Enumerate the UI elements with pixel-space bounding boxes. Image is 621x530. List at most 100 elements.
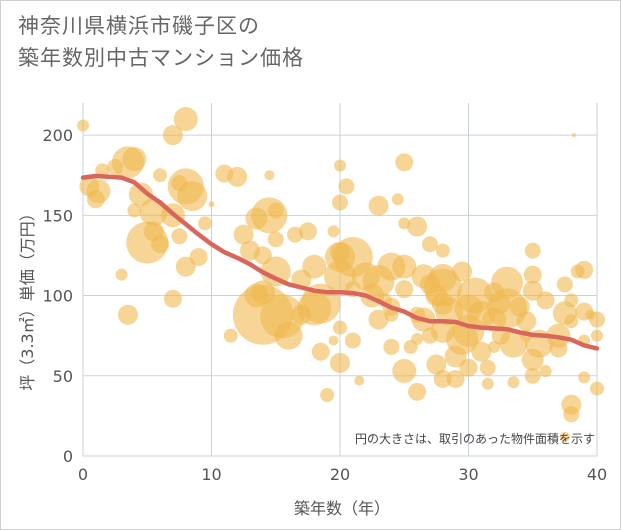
- bubble-point: [564, 293, 579, 308]
- bubble-point: [267, 231, 284, 248]
- bubble-point: [384, 307, 399, 322]
- bubble-point: [189, 248, 208, 267]
- bubble-point: [223, 328, 238, 343]
- bubble-point: [332, 194, 348, 211]
- bubble-point: [233, 224, 254, 245]
- bubble-point: [151, 235, 170, 254]
- bubble-point: [173, 107, 198, 132]
- bubble-point: [452, 261, 473, 282]
- bubble-point: [479, 359, 496, 376]
- bubble-point: [407, 216, 428, 237]
- x-tick-label: 10: [201, 465, 221, 484]
- bubble-point: [392, 358, 417, 383]
- x-tick-label: 20: [330, 465, 350, 484]
- bubble-point: [392, 254, 417, 279]
- bubble-point: [354, 375, 365, 386]
- bubble-point: [523, 265, 542, 284]
- bubble-point: [162, 125, 183, 146]
- bubble-point: [368, 309, 389, 330]
- chart-title: 神奈川県横浜市磯子区の 築年数別中古マンション価格: [18, 10, 578, 74]
- bubble-point: [516, 311, 537, 332]
- bubble-point: [95, 163, 110, 178]
- x-tick-label: 0: [78, 465, 88, 484]
- bubble-point: [330, 352, 350, 373]
- bubble-point: [328, 335, 339, 346]
- y-tick-label: 150: [42, 206, 73, 225]
- y-axis-label: 坪（3.3㎡）単価（万円）: [18, 205, 37, 390]
- bubble-point: [507, 376, 520, 389]
- bubble-point: [334, 159, 346, 172]
- bubble-point: [578, 371, 591, 384]
- bubble-point: [589, 311, 605, 328]
- bubble-point: [311, 342, 330, 361]
- bubble-point: [571, 133, 576, 138]
- bubble-point: [260, 256, 291, 287]
- bubble-point: [333, 320, 347, 335]
- y-tick-label: 0: [63, 447, 73, 466]
- bubble-point: [563, 406, 580, 423]
- bubble-point: [471, 341, 492, 362]
- bubble-point: [556, 276, 573, 293]
- trend-line: [80, 173, 600, 351]
- bubble-point: [368, 195, 389, 216]
- title-line-2: 築年数別中古マンション価格: [18, 46, 304, 70]
- bubble-point: [267, 202, 284, 219]
- bubble-series: [77, 107, 605, 442]
- bubble-point: [227, 166, 248, 187]
- bubble-point: [127, 203, 142, 218]
- bubble-point: [274, 321, 303, 350]
- bubble-point: [175, 256, 196, 277]
- bubble-point: [115, 268, 128, 281]
- bubble-point: [539, 364, 552, 377]
- x-tick-label: 30: [458, 465, 478, 484]
- title-line-1: 神奈川県横浜市磯子区の: [18, 14, 260, 38]
- bubble-point: [177, 181, 208, 212]
- bubble-point: [590, 381, 604, 396]
- bubble-point: [395, 153, 414, 172]
- bubble-point: [171, 228, 188, 245]
- bubble-point: [411, 332, 424, 345]
- bubble-point: [117, 304, 138, 325]
- bubble-point: [391, 193, 404, 206]
- bubble-point: [122, 147, 147, 172]
- size-legend-note: 円の大きさは、取引のあった物件面積を示す: [355, 431, 595, 446]
- bubble-point: [559, 431, 570, 442]
- bubble-point: [383, 338, 400, 355]
- bubble-point: [86, 179, 111, 204]
- bubble-point: [433, 369, 452, 388]
- bubble-point: [298, 222, 317, 241]
- bubble-point: [320, 388, 335, 403]
- bubble-point: [421, 236, 438, 253]
- bubble-point: [536, 291, 555, 310]
- bubble-point: [524, 367, 541, 384]
- bubble-point: [564, 314, 579, 329]
- bubble-point: [522, 280, 543, 301]
- bubble-point: [408, 382, 427, 401]
- bubble-point: [575, 260, 594, 279]
- bubble-point: [481, 377, 494, 390]
- bubble-point: [338, 178, 355, 195]
- bubble-point: [264, 170, 275, 181]
- x-tick-label: 40: [587, 465, 607, 484]
- trend-line-series: [80, 173, 600, 351]
- bubble-point: [435, 243, 450, 258]
- bubble-point: [327, 225, 340, 238]
- bubble-point: [198, 216, 213, 231]
- bubble-point: [426, 354, 447, 375]
- bubble-point: [344, 332, 361, 349]
- bubble-point: [549, 339, 568, 358]
- bubble-point: [459, 358, 478, 377]
- y-tick-label: 200: [42, 126, 73, 145]
- bubble-point: [446, 369, 465, 388]
- bubble-point: [163, 289, 182, 308]
- x-axis-label: 築年数（年）: [294, 499, 390, 518]
- bubble-point: [423, 268, 462, 307]
- y-tick-label: 50: [53, 367, 73, 386]
- axis-ticks: 0 50 100 150 200 0 10 20 30 40: [42, 126, 607, 484]
- bubble-point: [395, 280, 414, 299]
- bubble-point: [208, 201, 215, 208]
- y-tick-label: 100: [42, 287, 73, 306]
- bubble-point: [77, 119, 89, 132]
- bubble-point: [524, 242, 541, 259]
